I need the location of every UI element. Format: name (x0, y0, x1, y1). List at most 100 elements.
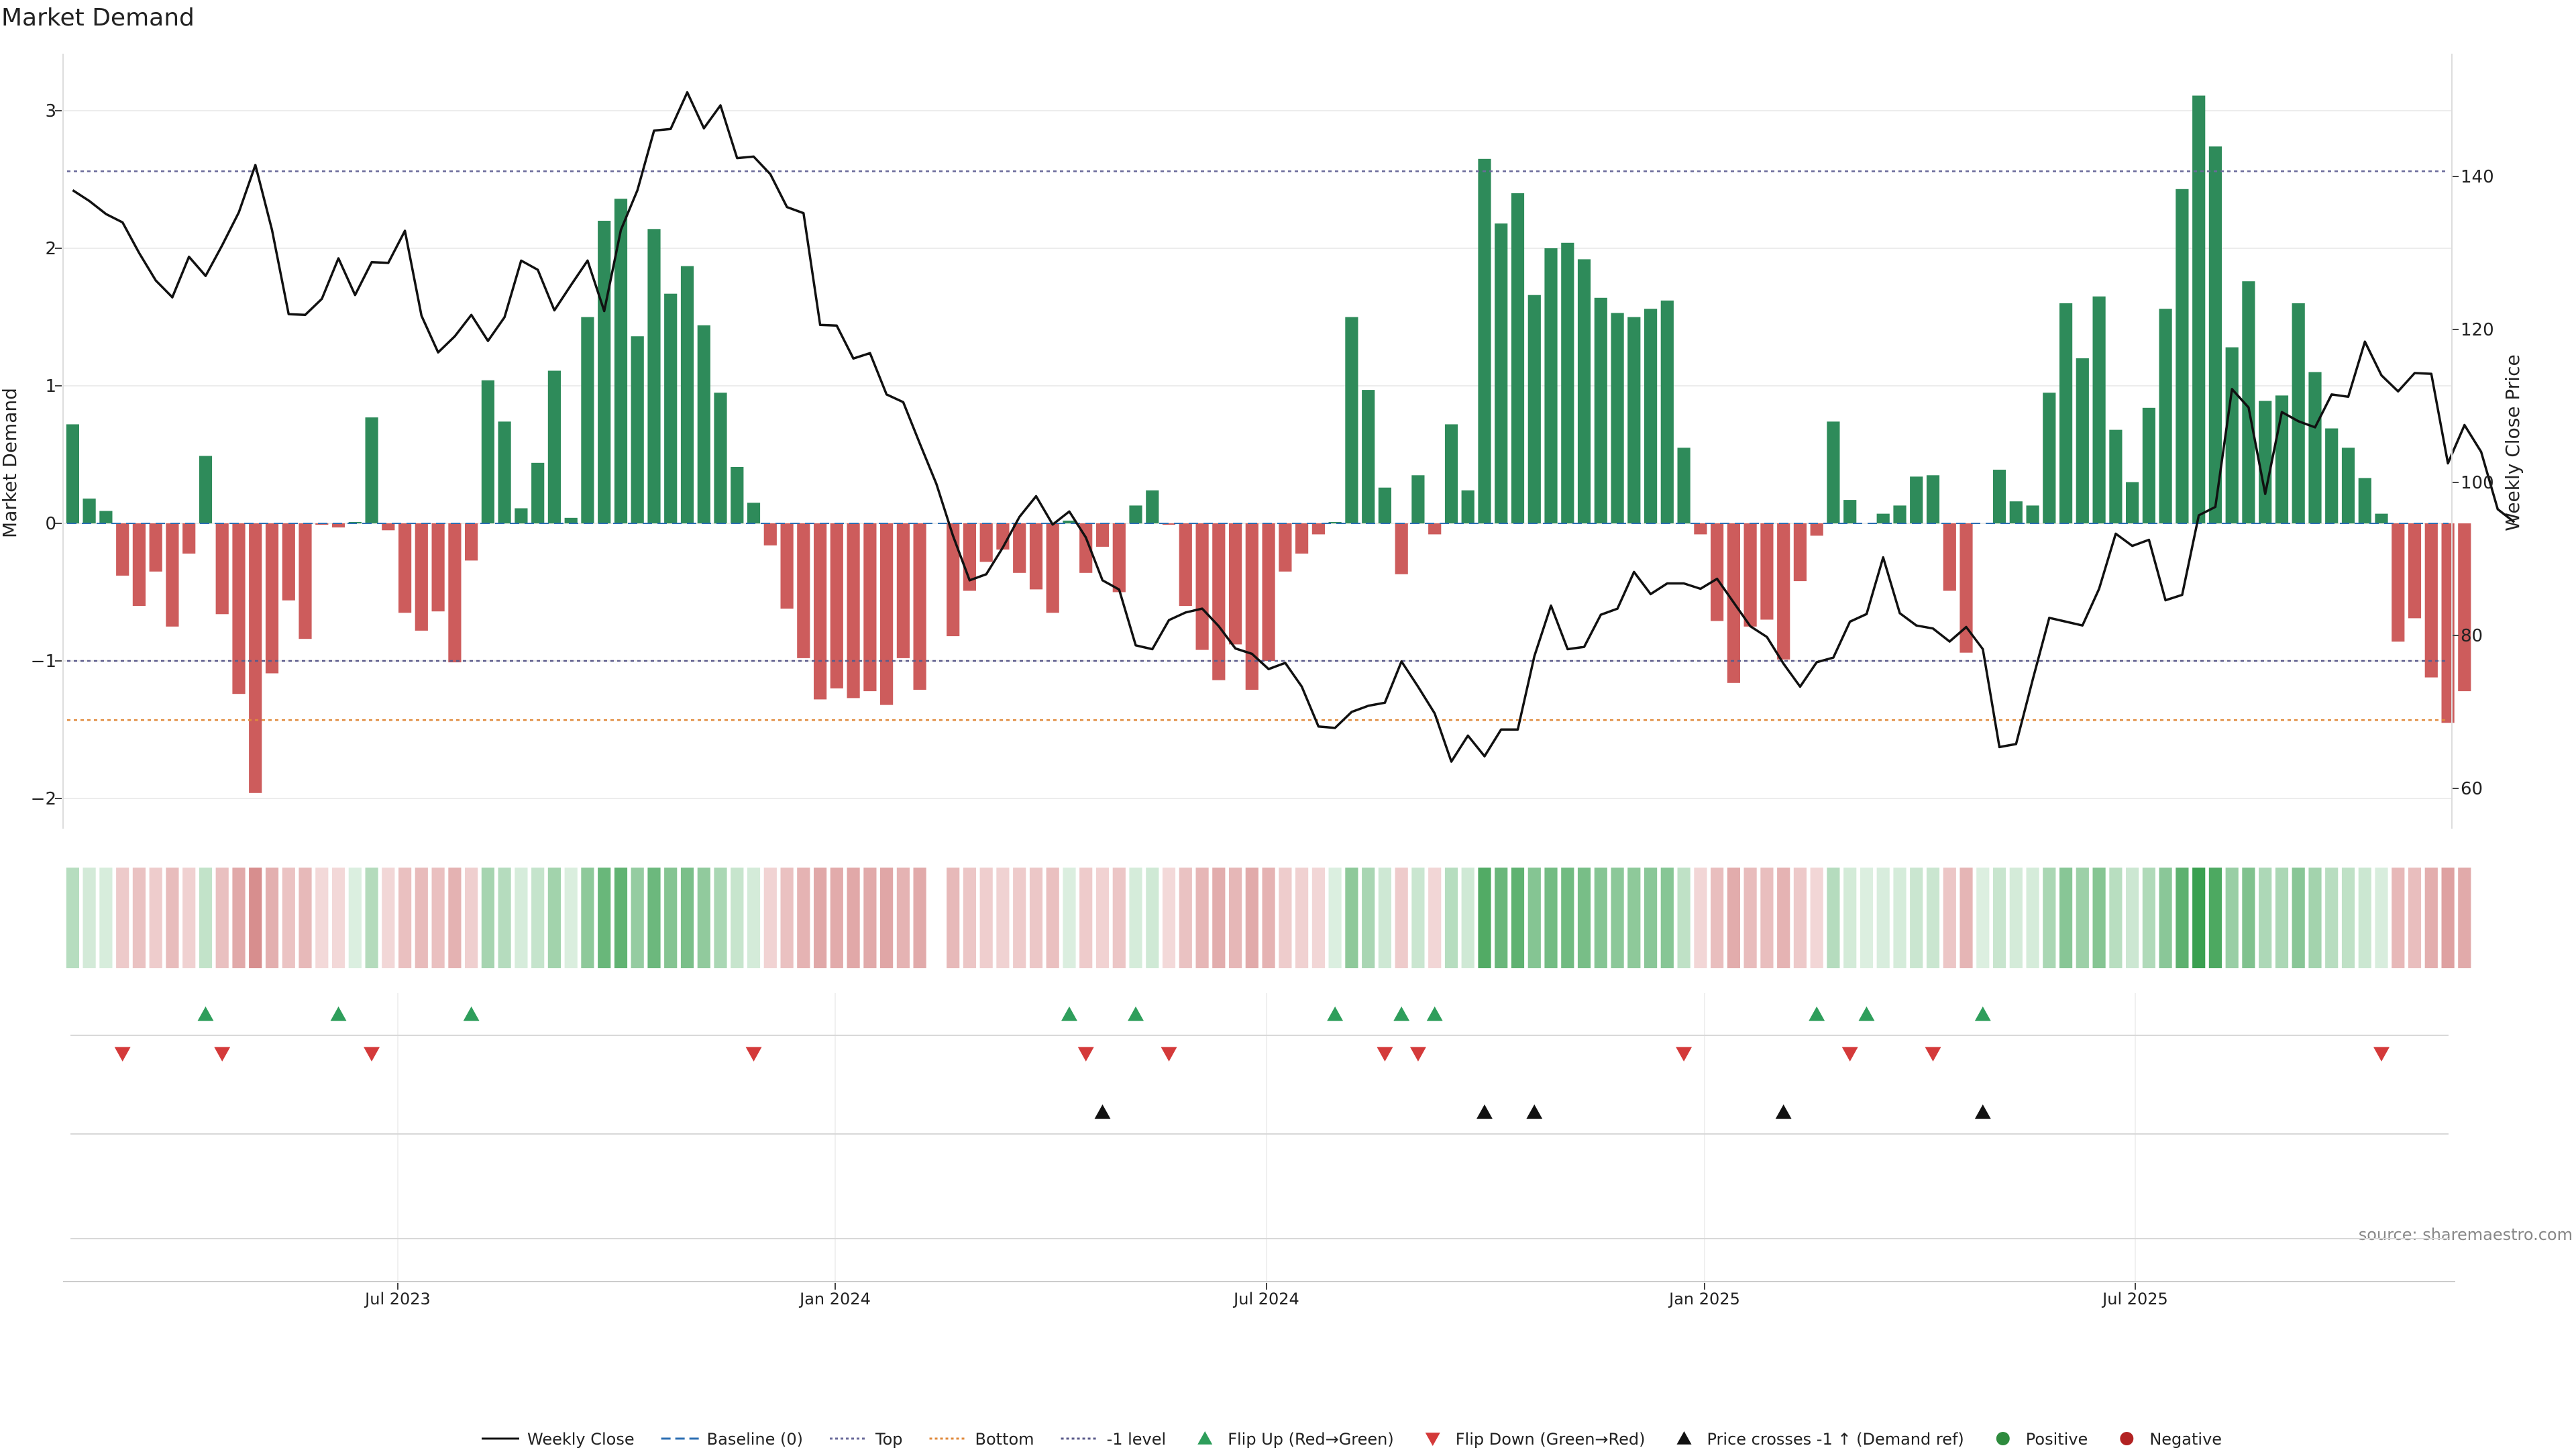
heat-cell (431, 868, 445, 968)
demand-bar (947, 523, 960, 637)
heat-cell (1843, 868, 1857, 968)
heat-cell (1295, 868, 1309, 968)
legend-swatch (1996, 1432, 2010, 1445)
demand-bar (1095, 523, 1110, 547)
demand-bar (1960, 523, 1973, 653)
x-tick-label: Jan 2025 (1668, 1290, 1740, 1308)
heat-cell (116, 868, 129, 968)
demand-bar (780, 523, 794, 609)
legend-item: Baseline (0) (661, 1430, 803, 1449)
demand-bar (2043, 393, 2056, 524)
heat-cell (1478, 868, 1491, 968)
y-tick-label: 2 (45, 239, 56, 259)
legend-item: Negative (2120, 1430, 2222, 1449)
heat-cell (547, 868, 561, 968)
flip-up-marker (1393, 1006, 1410, 1021)
demand-bar (1943, 523, 1956, 591)
y2-tick-label: 100 (2461, 473, 2494, 493)
heat-cell (2109, 868, 2123, 968)
demand-bar (182, 523, 196, 554)
heat-cell (2325, 868, 2339, 968)
weekly-close-line (72, 91, 2516, 763)
heat-cell (498, 868, 511, 968)
legend-label: Price crosses -1 ↑ (Demand ref) (1707, 1430, 1964, 1449)
demand-bar (1711, 523, 1724, 621)
y2-tick-label: 80 (2461, 626, 2483, 646)
heat-cell (265, 868, 279, 968)
demand-bar (99, 511, 113, 523)
demand-bar (547, 370, 561, 524)
demand-bar (647, 229, 661, 523)
demand-bar (166, 523, 179, 627)
demand-bar (1495, 223, 1508, 523)
y-axis-label: Market Demand (0, 388, 21, 538)
heat-cell (814, 868, 827, 968)
heat-cell (1162, 868, 1176, 968)
demand-bar (2308, 372, 2322, 523)
heat-cell (1079, 868, 1093, 968)
heat-cell (1594, 868, 1607, 968)
heat-cell (2159, 868, 2172, 968)
heat-cell (1960, 868, 1973, 968)
demand-bar (1594, 297, 1607, 523)
demand-bar (1179, 523, 1192, 606)
flip-down-marker (2373, 1047, 2390, 1061)
demand-bar (1544, 248, 1558, 523)
demand-bar (2225, 347, 2239, 523)
demand-bar (2441, 523, 2455, 723)
legend-label: Flip Up (Red→Green) (1228, 1430, 1394, 1449)
heat-cell (1461, 868, 1474, 968)
demand-bar (1644, 309, 1658, 523)
demand-bar (979, 523, 993, 562)
demand-bar (1311, 523, 1325, 535)
demand-bar (1478, 158, 1491, 524)
demand-bar (531, 462, 545, 523)
legend-label: Bottom (975, 1430, 1034, 1449)
heat-cell (299, 868, 312, 968)
heat-cell (2142, 868, 2155, 968)
heat-cell (331, 868, 345, 968)
heat-cell (1013, 868, 1026, 968)
demand-bar (2292, 303, 2305, 523)
heat-cell (2009, 868, 2023, 968)
demand-bar (1444, 424, 1458, 523)
demand-bar (1112, 523, 1126, 592)
demand-bar (481, 380, 494, 523)
heat-cell (1411, 868, 1425, 968)
heat-cell (149, 868, 162, 968)
demand-bar (1743, 523, 1757, 627)
heat-cell (1992, 868, 2006, 968)
legend-item: Flip Up (Red→Green) (1197, 1430, 1394, 1449)
legend-label: Positive (2026, 1430, 2088, 1449)
demand-bar (498, 421, 511, 523)
y2-tick-label: 120 (2461, 320, 2494, 340)
demand-bar (2159, 309, 2172, 523)
heat-cell (1926, 868, 1940, 968)
demand-bar (1029, 523, 1043, 590)
demand-bar (2424, 523, 2438, 678)
heat-cell (581, 868, 594, 968)
demand-bar (1461, 490, 1474, 523)
heat-cell (797, 868, 810, 968)
heat-cell (1212, 868, 1226, 968)
heat-cell (1943, 868, 1956, 968)
heat-cell (2208, 868, 2222, 968)
heat-cell (1660, 868, 1674, 968)
demand-bar (282, 523, 295, 601)
demand-bar (1046, 523, 1059, 613)
legend-label: Top (875, 1430, 903, 1449)
heat-cell (880, 868, 894, 968)
heat-cell (598, 868, 611, 968)
demand-bar (2358, 478, 2371, 524)
heat-cell (714, 868, 727, 968)
flip-up-marker (1426, 1006, 1443, 1021)
heat-cell (1029, 868, 1043, 968)
heat-cell (1279, 868, 1292, 968)
heat-cell (847, 868, 860, 968)
heat-cell (1495, 868, 1508, 968)
demand-bar (2092, 296, 2106, 524)
demand-bar (2109, 429, 2123, 523)
demand-bar (1876, 513, 1890, 523)
heat-cell (132, 868, 146, 968)
demand-bar (1677, 448, 1690, 524)
